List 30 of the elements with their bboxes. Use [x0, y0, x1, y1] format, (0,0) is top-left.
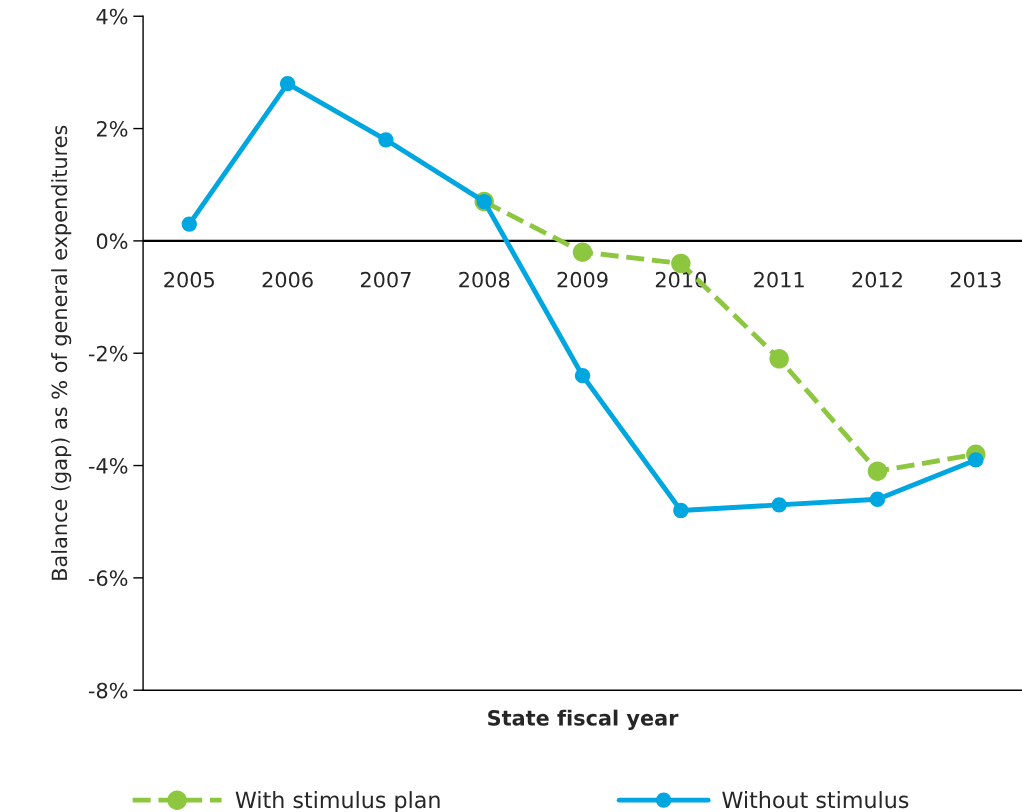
point — [279, 76, 296, 92]
legend-label: With stimulus plan — [235, 791, 440, 812]
y-tick-label: 4% — [96, 8, 128, 25]
x-tick-label: 2011 — [754, 271, 804, 288]
x-tick-label: 2012 — [852, 271, 902, 288]
x-tick-label: 2006 — [262, 271, 313, 288]
x-tick-label: 2008 — [459, 271, 510, 288]
legend-label: Without stimulus — [722, 791, 909, 809]
point — [673, 502, 689, 519]
y-tick-label: -8% — [88, 682, 128, 699]
point — [378, 132, 394, 148]
point — [869, 491, 886, 507]
x-axis-title: State fiscal year — [488, 709, 679, 730]
y-tick-label: 2% — [96, 121, 128, 137]
x-tick-label: 2005 — [164, 271, 214, 288]
y-tick-label: -4% — [88, 458, 128, 474]
point — [181, 216, 197, 232]
point — [574, 368, 591, 384]
point — [572, 242, 593, 262]
point — [771, 497, 787, 513]
x-tick-label: 2009 — [557, 271, 608, 288]
x-tick-label: 2013 — [950, 271, 1001, 288]
y-axis-title: Balance (gap) as % of general expenditures — [51, 125, 72, 580]
y-tick-label: -2% — [88, 345, 128, 362]
x-tick-label: 2007 — [360, 271, 411, 288]
point — [968, 452, 984, 468]
point — [769, 349, 789, 369]
point — [867, 461, 888, 481]
y-tick-label: -6% — [88, 570, 128, 587]
y-tick-label: 0% — [96, 233, 128, 250]
